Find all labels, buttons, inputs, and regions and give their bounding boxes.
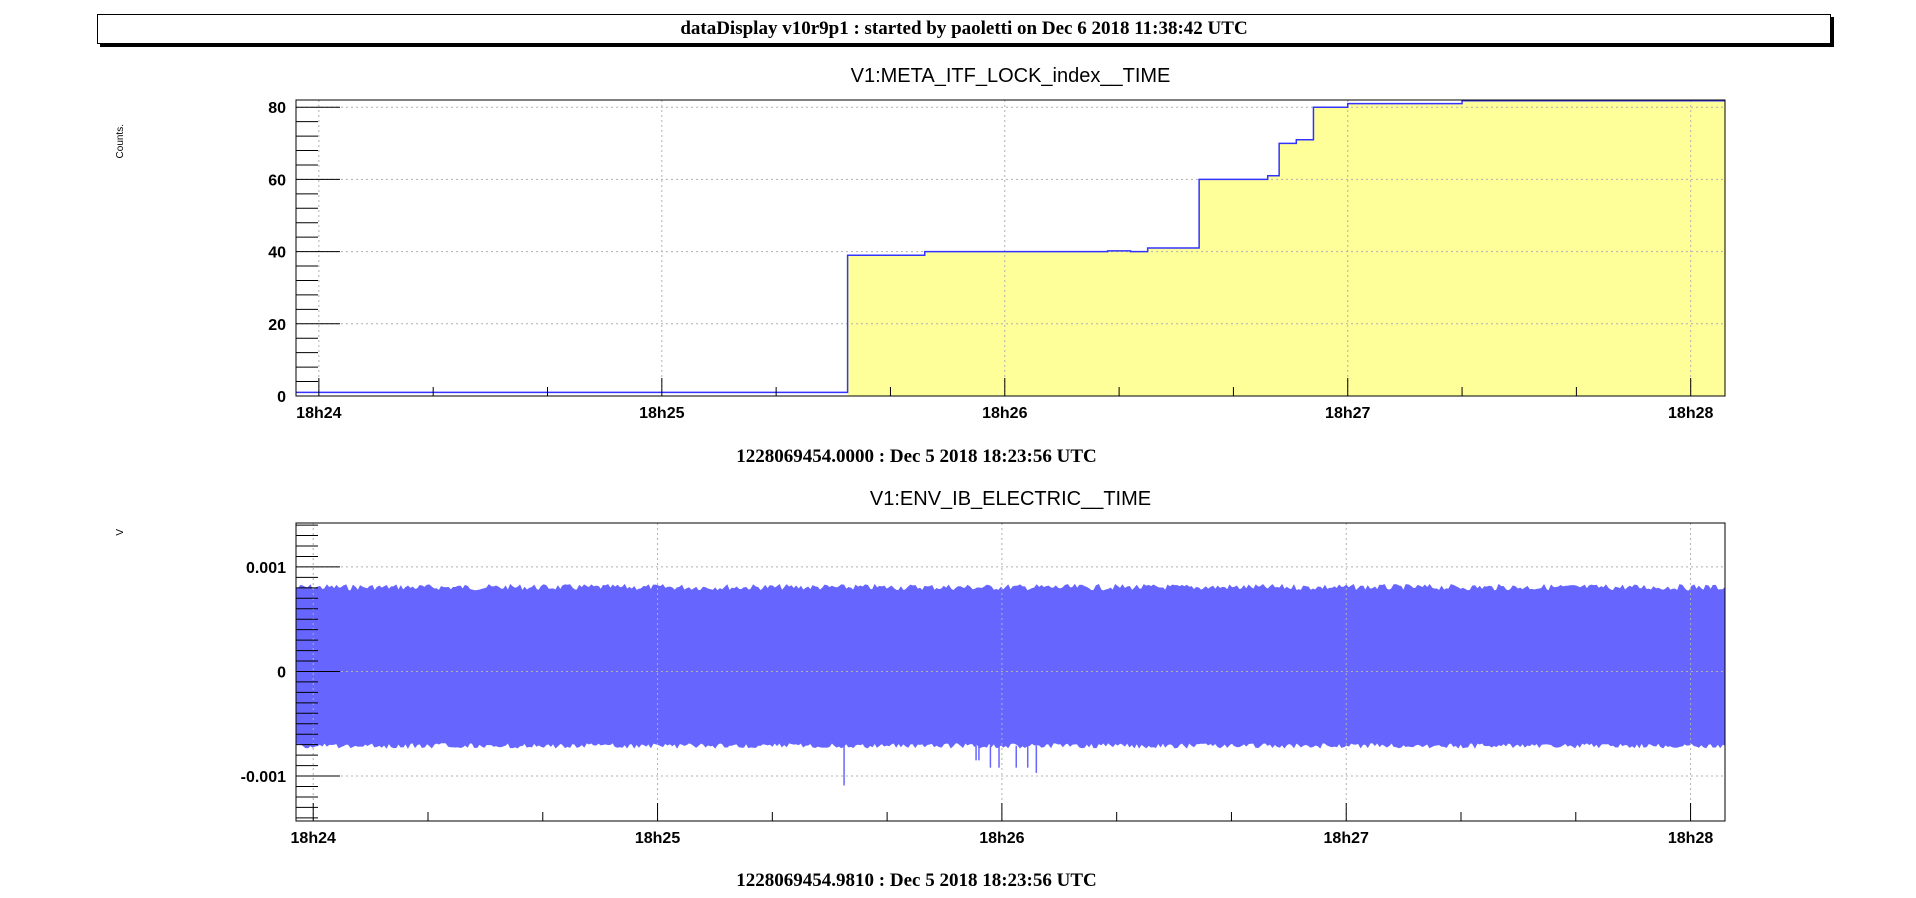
x-tick-label: 18h27 [1325, 405, 1370, 422]
banner-title: dataDisplay v10r9p1 : started by paolett… [97, 14, 1831, 44]
y-axis-label: V [115, 529, 126, 536]
x-tick-label: 18h24 [291, 830, 336, 847]
chart-title: V1:ENV_IB_ELECTRIC__TIME [870, 488, 1151, 510]
lock-index-fill [847, 100, 1725, 396]
y-tick-label: 80 [268, 100, 286, 117]
plot-frame [295, 522, 1726, 822]
y-tick-label: 20 [268, 317, 286, 334]
plot-frame [295, 99, 1726, 397]
y-tick-label: 0.001 [246, 560, 286, 577]
y-tick-label: 0 [277, 664, 286, 681]
x-tick-label: 18h25 [635, 830, 680, 847]
x-axis-caption: 1228069454.9810 : Dec 5 2018 18:23:56 UT… [736, 870, 1096, 891]
x-tick-label: 18h26 [979, 830, 1024, 847]
y-tick-label: 40 [268, 245, 286, 262]
x-tick-label: 18h26 [982, 405, 1027, 422]
y-tick-label: 0 [277, 389, 286, 406]
chart-title: V1:META_ITF_LOCK_index__TIME [851, 65, 1171, 87]
x-tick-label: 18h28 [1668, 830, 1713, 847]
x-tick-label: 18h28 [1668, 405, 1713, 422]
signal-band [295, 583, 1726, 749]
x-tick-label: 18h27 [1324, 830, 1369, 847]
x-tick-label: 18h24 [296, 405, 341, 422]
y-tick-label: -0.001 [241, 769, 286, 786]
x-axis-caption: 1228069454.0000 : Dec 5 2018 18:23:56 UT… [736, 446, 1096, 467]
y-tick-label: 60 [268, 172, 286, 189]
lock-index-line [296, 99, 1725, 394]
x-tick-label: 18h25 [639, 405, 684, 422]
y-axis-label: Counts. [115, 124, 126, 158]
